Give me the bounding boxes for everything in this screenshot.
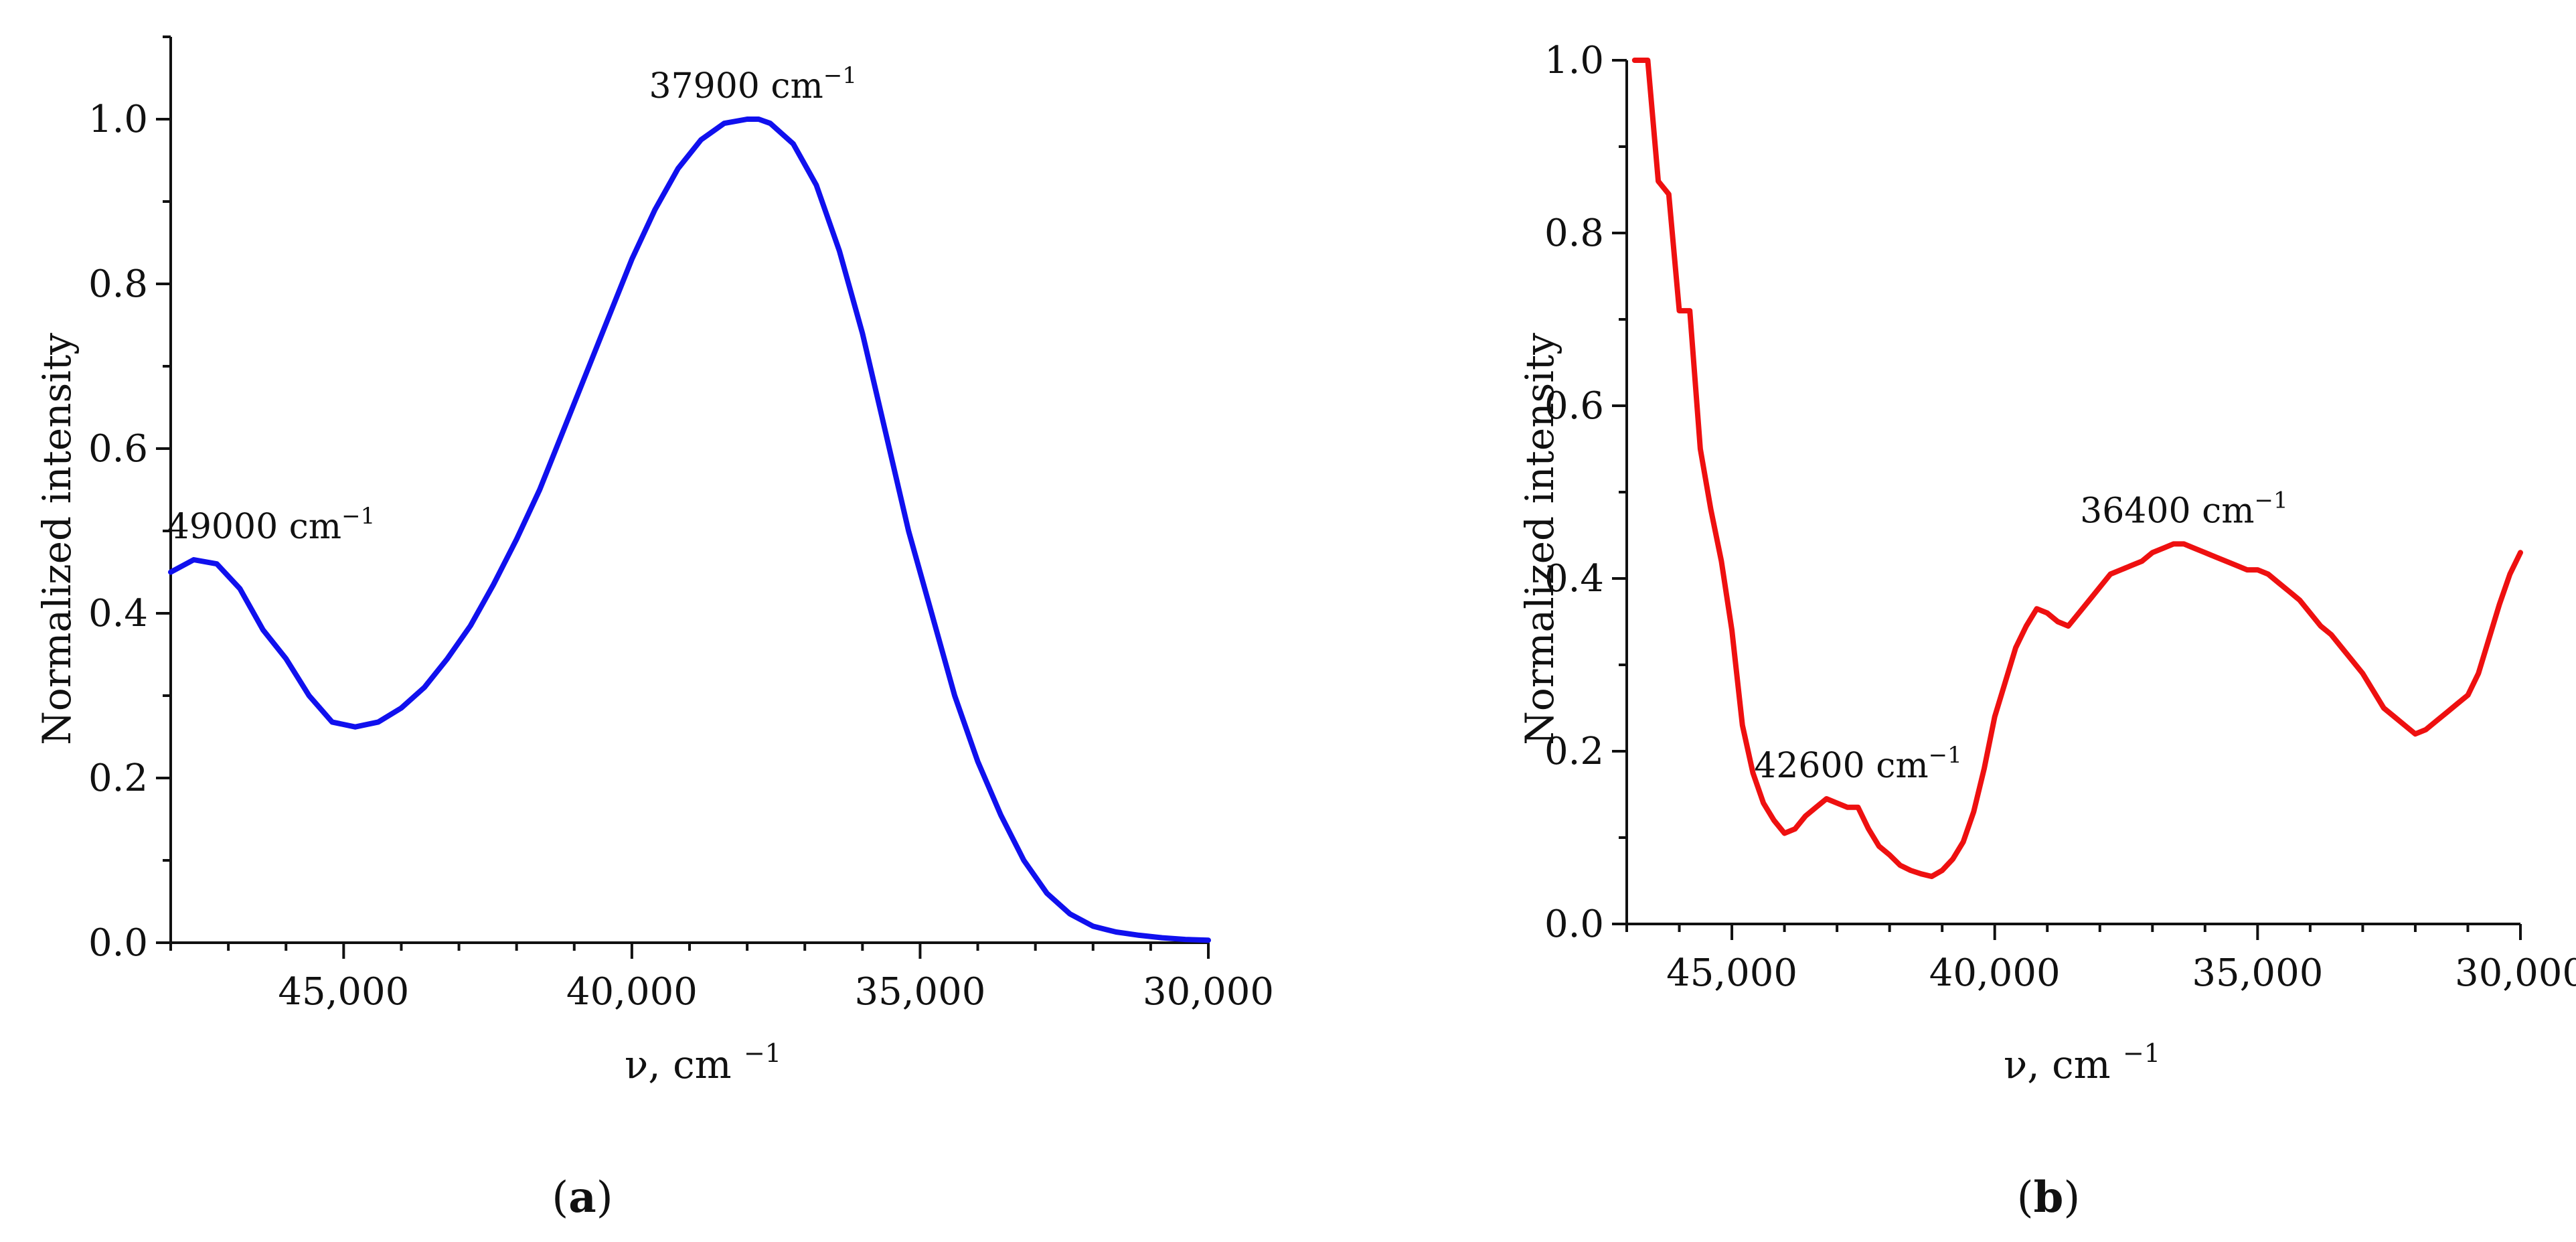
panel-a-x-tick-label: 35,000: [854, 970, 985, 1014]
panel-a-y-tick-label: 0.4: [88, 592, 148, 635]
panel-a-peak-label: 37900 cm−1: [649, 62, 857, 106]
panel-a-y-tick-label: 0.0: [88, 921, 148, 965]
panel-b-y-tick-label: 1.0: [1544, 39, 1604, 82]
panel-b-xlabel: ν, cm −1: [2004, 1038, 2160, 1087]
panel-a-peak-label: 49000 cm−1: [167, 503, 376, 547]
panel-b-x-tick-label: 30,000: [2455, 951, 2576, 995]
panel-b-x-tick-label: 40,000: [1929, 951, 2061, 995]
panel-b-peak-label: 42600 cm−1: [1754, 742, 1962, 786]
panel-b-peak-label: 36400 cm−1: [2080, 487, 2288, 531]
panel-b-xlabel-base: ν, cm: [2004, 1042, 2111, 1087]
panel-a: Normalized intensity ν, cm −1 (a) 0.0 0.2…: [34, 35, 1274, 1223]
panel-a-x-tick-label: 45,000: [278, 970, 409, 1014]
panel-a-xlabel-base: ν, cm: [625, 1042, 732, 1087]
panel-b-series-line: [1631, 58, 2523, 879]
panel-a-series-line: [168, 117, 1211, 943]
panel-b: Normalized intensity ν, cm −1 (b) 0.0 0.2…: [1517, 39, 2576, 1223]
panel-b-y-tick-label: 0.4: [1544, 557, 1604, 601]
panel-a-y-tick-label: 0.8: [88, 262, 148, 306]
panel-a-label: (a): [552, 1172, 613, 1223]
panel-b-y-tick-label: 0.0: [1544, 903, 1604, 946]
panel-a-y-tick-label: 0.6: [88, 427, 148, 471]
panel-b-label: (b): [2017, 1172, 2081, 1223]
panel-b-x-tick-label: 35,000: [2192, 951, 2323, 995]
panel-b-y-tick-label: 0.6: [1544, 384, 1604, 428]
panel-a-ylabel: Normalized intensity: [34, 333, 80, 745]
panel-a-y-tick-label: 1.0: [88, 98, 148, 141]
panel-b-y-tick-label: 0.8: [1544, 212, 1604, 255]
panel-a-x-tick-label: 30,000: [1143, 970, 1274, 1014]
panel-b-y-tick-label: 0.2: [1544, 730, 1604, 773]
panel-b-ylabel: Normalized intensity: [1517, 333, 1562, 745]
panel-a-xlabel: ν, cm −1: [625, 1038, 781, 1087]
panel-a-y-tick-label: 0.2: [88, 757, 148, 800]
panel-b-x-tick-label: 45,000: [1666, 951, 1797, 995]
panel-a-x-tick-label: 40,000: [566, 970, 698, 1014]
